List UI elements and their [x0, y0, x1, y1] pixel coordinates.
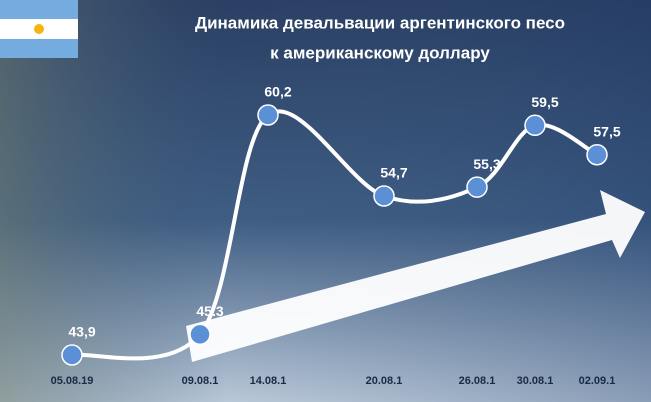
value-label: 55,3: [473, 156, 500, 172]
marker: [257, 104, 279, 126]
marker: [373, 185, 395, 207]
marker: [61, 344, 83, 366]
marker: [466, 176, 488, 198]
flag: [0, 0, 78, 58]
x-tick-label: 30.08.1: [517, 375, 554, 387]
x-tick-label: 02.09.1: [579, 375, 616, 387]
value-label: 54,7: [380, 165, 407, 181]
value-label: 43,9: [68, 324, 95, 340]
chart-title: Динамика девальвации аргентинского песо: [195, 13, 565, 32]
value-label: 45.3: [196, 303, 223, 319]
trend-arrow: [186, 190, 645, 362]
x-tick-label: 14.08.1: [250, 375, 287, 387]
value-label: 60,2: [264, 84, 291, 100]
chart-title: к американскому доллару: [270, 43, 490, 62]
x-tick-label: 09.08.1: [182, 375, 219, 387]
marker: [189, 323, 211, 346]
x-tick-label: 20.08.1: [366, 375, 403, 387]
x-tick-label: 26.08.1: [459, 375, 496, 387]
x-tick-label: 05.08.19: [51, 375, 94, 387]
value-label: 59,5: [531, 94, 558, 110]
marker: [524, 114, 546, 137]
marker: [586, 144, 608, 166]
value-label: 57,5: [593, 123, 620, 139]
